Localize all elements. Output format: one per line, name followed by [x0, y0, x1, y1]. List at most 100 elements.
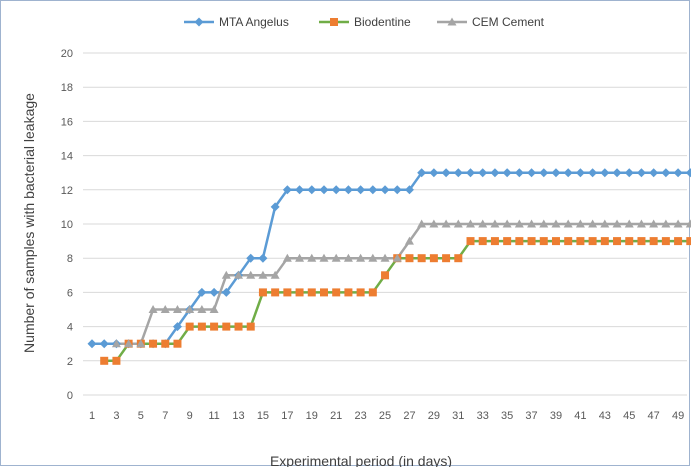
y-tick-label: 10	[61, 219, 73, 231]
x-tick-label: 21	[330, 410, 342, 422]
data-point-mta-angelus	[295, 185, 305, 195]
x-tick-label: 49	[672, 410, 684, 422]
data-point-cem-cement	[563, 219, 573, 228]
data-point-cem-cement	[380, 253, 390, 262]
data-point-mta-angelus	[490, 168, 500, 178]
data-point-cem-cement	[661, 219, 671, 228]
y-tick-label: 2	[67, 356, 73, 368]
x-tick-label: 3	[113, 410, 119, 422]
data-point-biodentine	[442, 254, 451, 263]
data-point-biodentine	[258, 288, 267, 297]
data-point-cem-cement	[124, 339, 134, 348]
data-point-biodentine	[161, 339, 170, 348]
data-point-biodentine	[173, 339, 182, 348]
data-point-cem-cement	[441, 219, 451, 228]
data-point-mta-angelus	[575, 168, 585, 178]
data-point-mta-angelus	[441, 168, 451, 178]
legend-label: Biodentine	[354, 15, 411, 29]
data-point-cem-cement	[172, 305, 182, 313]
x-tick-labels: 1 3 5 7 9 11 13 15 17 19 21 23 25 27 29 31 33 35 37 39 41 43 4…	[89, 410, 684, 422]
data-point-mta-angelus	[343, 185, 353, 195]
data-point-mta-angelus	[380, 185, 390, 195]
data-point-cem-cement	[673, 219, 683, 228]
data-point-mta-angelus	[661, 168, 671, 178]
data-point-cem-cement	[185, 305, 195, 313]
data-point-cem-cement	[478, 219, 488, 228]
series-lines	[92, 171, 691, 363]
data-point-biodentine	[222, 322, 231, 331]
data-point-mta-angelus	[172, 322, 182, 332]
data-point-cem-cement	[514, 219, 524, 228]
data-point-biodentine	[197, 322, 206, 331]
data-point-biodentine	[515, 237, 524, 246]
data-point-cem-cement	[466, 219, 476, 228]
x-tick-label: 33	[477, 410, 489, 422]
data-point-cem-cement	[246, 270, 256, 279]
data-point-mta-angelus	[551, 168, 561, 178]
data-point-cem-cement	[429, 219, 439, 228]
data-point-cem-cement	[368, 253, 378, 262]
data-point-biodentine	[319, 288, 328, 297]
legend-item-mta-angelus: MTA Angelus	[184, 15, 289, 29]
data-point-biodentine	[649, 237, 658, 246]
data-point-mta-angelus	[270, 202, 280, 212]
data-point-biodentine	[588, 237, 597, 246]
data-point-cem-cement	[221, 270, 231, 279]
data-point-mta-angelus	[466, 168, 476, 178]
y-tick-label: 4	[67, 322, 73, 334]
y-tick-label: 20	[61, 48, 73, 60]
data-point-biodentine	[149, 339, 158, 348]
data-point-cem-cement	[295, 253, 305, 262]
legend: MTA Angelus Biodentine CEM Cement	[184, 15, 545, 29]
data-point-mta-angelus	[307, 185, 317, 195]
y-tick-label: 12	[61, 185, 73, 197]
data-point-biodentine	[661, 237, 670, 246]
data-point-mta-angelus	[282, 185, 292, 195]
x-tick-label: 11	[208, 410, 219, 422]
data-point-cem-cement	[356, 253, 366, 262]
data-point-mta-angelus	[99, 339, 109, 349]
legend-marker	[447, 17, 457, 26]
data-point-cem-cement	[258, 270, 268, 279]
data-point-mta-angelus	[209, 287, 219, 297]
legend-marker	[194, 17, 204, 27]
data-point-cem-cement	[319, 253, 329, 262]
data-point-cem-cement	[575, 219, 585, 228]
x-tick-label: 23	[354, 410, 366, 422]
x-tick-label: 1	[89, 410, 95, 422]
data-point-biodentine	[429, 254, 438, 263]
data-point-biodentine	[344, 288, 353, 297]
data-point-biodentine	[576, 237, 585, 246]
x-tick-label: 29	[428, 410, 440, 422]
data-point-biodentine	[503, 237, 512, 246]
data-point-mta-angelus	[331, 185, 341, 195]
data-point-biodentine	[600, 237, 609, 246]
data-point-mta-angelus	[588, 168, 598, 178]
data-point-cem-cement	[636, 219, 646, 228]
data-point-biodentine	[185, 322, 194, 331]
x-tick-label: 7	[162, 410, 168, 422]
data-point-biodentine	[625, 237, 634, 246]
x-tick-label: 13	[232, 410, 244, 422]
data-point-mta-angelus	[87, 339, 97, 349]
x-tick-label: 27	[403, 410, 415, 422]
data-point-cem-cement	[160, 305, 170, 313]
data-point-cem-cement	[111, 339, 121, 348]
data-point-biodentine	[564, 237, 573, 246]
data-point-cem-cement	[588, 219, 598, 228]
y-tick-label: 6	[67, 287, 73, 299]
data-point-cem-cement	[649, 219, 659, 228]
data-point-cem-cement	[624, 219, 634, 228]
data-point-biodentine	[478, 237, 487, 246]
data-point-mta-angelus	[527, 168, 537, 178]
data-point-mta-angelus	[319, 185, 329, 195]
data-point-biodentine	[271, 288, 280, 297]
data-point-cem-cement	[148, 305, 158, 313]
data-point-biodentine	[454, 254, 463, 263]
data-point-cem-cement	[404, 236, 414, 245]
data-point-biodentine	[368, 288, 377, 297]
data-point-biodentine	[613, 237, 622, 246]
legend-marker	[330, 18, 338, 26]
data-point-mta-angelus	[221, 287, 231, 297]
data-point-mta-angelus	[246, 253, 256, 263]
